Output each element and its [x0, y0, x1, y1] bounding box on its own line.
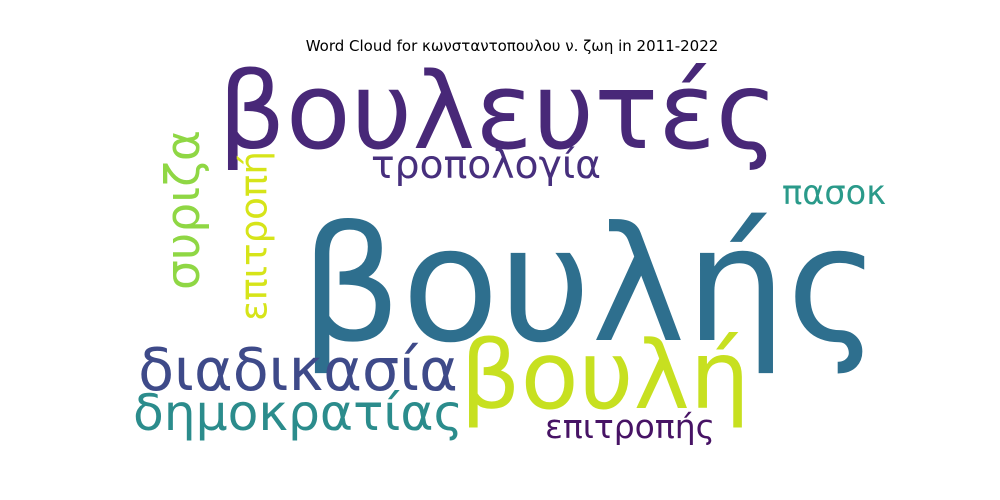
word-0: βουλής	[300, 192, 880, 378]
word-4: δημοκρατίας	[133, 383, 463, 442]
word-6: τροπολογία	[371, 143, 601, 188]
word-cloud: βουλής βουλευτές βουλήδιαδικασίαδημοκρατία…	[133, 50, 886, 446]
chart-title: Word Cloud for κωνσταντοπουλου ν. ζωη in…	[306, 37, 719, 55]
word-7: επιτροπή	[232, 151, 276, 321]
word-9: επιτροπής	[545, 407, 715, 446]
word-5: συριζα	[156, 130, 211, 290]
word-8: πασοκ	[782, 173, 886, 212]
word-2: βουλή	[460, 321, 750, 431]
word-3: διαδικασία	[138, 335, 458, 404]
word-1: βουλευτές	[218, 50, 778, 174]
